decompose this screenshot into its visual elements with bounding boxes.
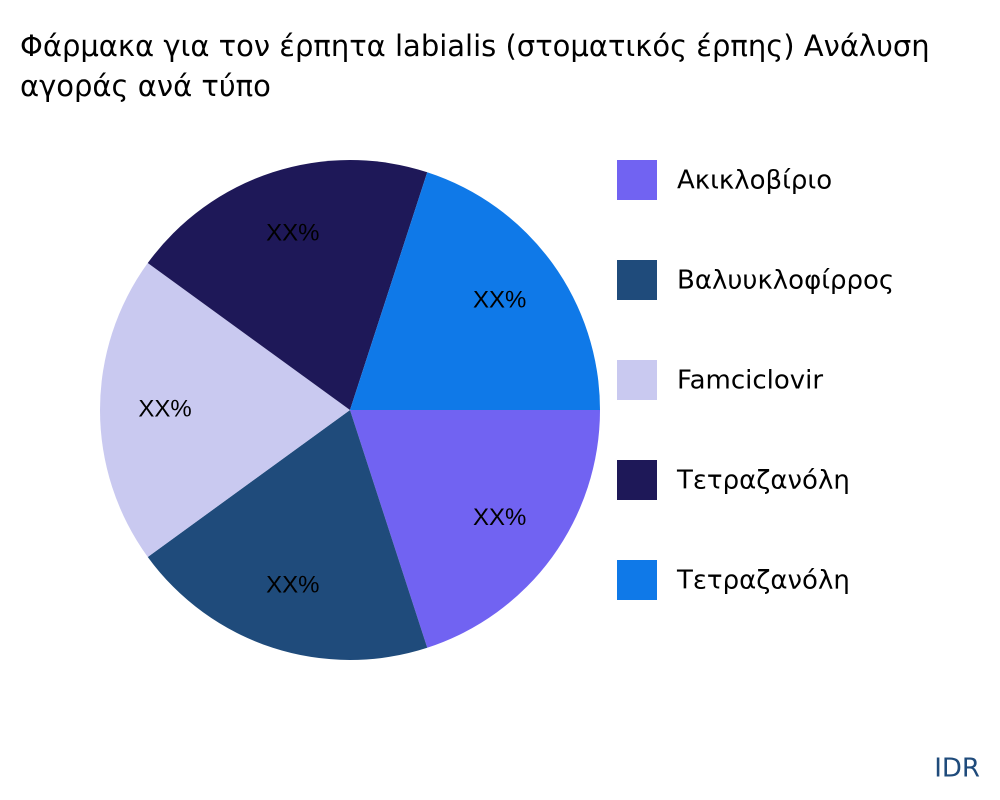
source-label: IDR (934, 754, 980, 784)
legend-swatch (617, 460, 657, 500)
slice-label: XX% (266, 219, 319, 246)
chart-title: αγοράς ανά τύπο (20, 69, 271, 103)
pie-slice (350, 410, 600, 648)
legend-swatch (617, 160, 657, 200)
legend-label: Famciclovir (677, 366, 823, 396)
legend-label: Βαλυυκλοφίρρος (677, 266, 894, 296)
legend-swatch (617, 260, 657, 300)
chart-title: Φάρμακα για τον έρπητα labialis (στοματι… (20, 29, 930, 63)
slice-label: XX% (266, 571, 319, 598)
legend-label: Τετραζανόλη (676, 466, 850, 496)
slice-label: XX% (473, 287, 526, 314)
pie-slice (147, 410, 428, 660)
legend-swatch (617, 560, 657, 600)
pie-slice (147, 160, 428, 410)
legend-swatch (617, 360, 657, 400)
slice-label: XX% (138, 395, 191, 422)
legend-label: Τετραζανόλη (676, 566, 850, 596)
legend-label: Ακικλοβίριο (677, 166, 832, 196)
slice-label: XX% (473, 504, 526, 531)
pie-slice (100, 263, 350, 557)
pie-slice (350, 172, 600, 410)
